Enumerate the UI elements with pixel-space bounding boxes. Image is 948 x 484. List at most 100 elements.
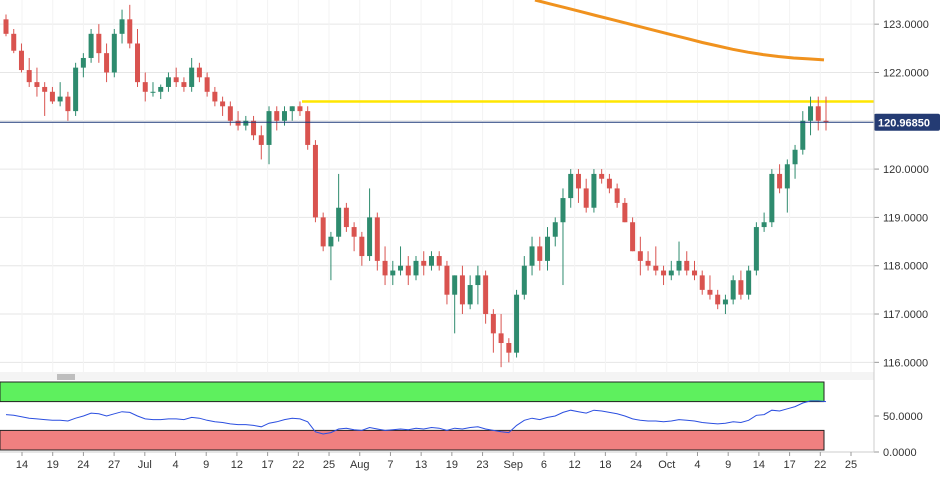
candle bbox=[529, 236, 535, 276]
rsi-tick-label: 0.0000 bbox=[883, 447, 917, 459]
candle bbox=[591, 169, 597, 213]
candle bbox=[815, 96, 821, 131]
time-tick-label: 27 bbox=[108, 459, 120, 471]
time-tick-label: 14 bbox=[753, 459, 765, 471]
time-tick-label: 24 bbox=[77, 459, 89, 471]
time-tick-label: 19 bbox=[446, 459, 458, 471]
candle-body bbox=[289, 106, 295, 112]
candle bbox=[390, 260, 396, 286]
time-tick-label: 12 bbox=[231, 459, 243, 471]
candle-body bbox=[57, 96, 63, 102]
time-tick-label: 24 bbox=[630, 459, 642, 471]
time-tick-label: Sep bbox=[503, 459, 523, 471]
candle bbox=[645, 251, 651, 271]
rsi-axis: 50.0000 0.0000 bbox=[874, 411, 923, 459]
candle-body bbox=[707, 289, 713, 295]
candle bbox=[777, 164, 783, 194]
candle bbox=[691, 260, 697, 281]
candle bbox=[119, 9, 125, 44]
candle bbox=[707, 275, 713, 300]
candle bbox=[312, 140, 318, 223]
candle bbox=[26, 57, 32, 87]
candle-body bbox=[320, 217, 326, 247]
candle-body bbox=[204, 77, 210, 92]
candle bbox=[413, 256, 419, 281]
time-tick-label: 17 bbox=[783, 459, 795, 471]
candle bbox=[165, 72, 171, 92]
candle bbox=[243, 115, 249, 131]
rsi-tick-label: 50.0000 bbox=[883, 411, 923, 423]
price-tick-label: 122.0000 bbox=[883, 67, 929, 79]
candle-body bbox=[800, 120, 806, 150]
candle bbox=[127, 4, 133, 49]
candle-body bbox=[490, 314, 496, 334]
candle bbox=[11, 28, 17, 54]
candle bbox=[320, 212, 326, 252]
candle bbox=[42, 82, 48, 116]
candle-body bbox=[560, 198, 566, 223]
time-axis: 14 19 24 27 Jul 4 9 12 17 22 25 Aug 7 13 19 23 Sep 6 12 18 2… bbox=[16, 452, 857, 471]
candle-body bbox=[281, 111, 287, 121]
candle bbox=[421, 251, 427, 276]
candle-body bbox=[405, 265, 411, 276]
candle-body bbox=[127, 19, 133, 44]
candle bbox=[521, 256, 527, 300]
time-tick-label: 9 bbox=[203, 459, 209, 471]
candle-body bbox=[96, 33, 102, 54]
candle bbox=[173, 67, 179, 87]
panel-divider[interactable] bbox=[0, 372, 874, 380]
candle-body bbox=[691, 270, 697, 276]
candle bbox=[823, 96, 829, 131]
candle bbox=[514, 289, 520, 358]
candle-body bbox=[328, 236, 334, 247]
candle-body bbox=[212, 91, 218, 102]
candle bbox=[746, 265, 752, 300]
candle-body bbox=[312, 144, 318, 218]
candle bbox=[80, 53, 86, 78]
candle-body bbox=[753, 227, 759, 271]
candle-body bbox=[467, 285, 473, 305]
candle-body bbox=[784, 164, 790, 189]
candle-body bbox=[545, 236, 551, 261]
candle bbox=[761, 212, 767, 232]
time-tick-label: 19 bbox=[47, 459, 59, 471]
candle-body bbox=[591, 173, 597, 208]
candle-body bbox=[568, 173, 574, 199]
candle-body bbox=[599, 173, 605, 179]
candle bbox=[297, 101, 303, 116]
candle bbox=[730, 275, 736, 305]
candle bbox=[630, 217, 636, 252]
candle-body bbox=[428, 256, 434, 266]
candle-body bbox=[459, 275, 465, 305]
price-tick-label: 120.0000 bbox=[883, 164, 929, 176]
candle bbox=[235, 111, 241, 131]
candle-body bbox=[738, 280, 744, 295]
candle bbox=[637, 236, 643, 276]
candle bbox=[88, 28, 94, 63]
current-price-tag: 120.96850 bbox=[874, 113, 940, 131]
candle-body bbox=[521, 265, 527, 295]
candle-body bbox=[622, 202, 628, 223]
panel-resize-handle[interactable] bbox=[57, 374, 75, 380]
candle-body bbox=[18, 50, 24, 71]
candle-body bbox=[722, 299, 728, 305]
candle bbox=[258, 125, 264, 160]
candle bbox=[251, 115, 257, 141]
time-tick-label: 4 bbox=[172, 459, 178, 471]
candle bbox=[135, 28, 141, 87]
candle bbox=[57, 82, 63, 107]
candle bbox=[753, 222, 759, 276]
time-tick-label: 22 bbox=[292, 459, 304, 471]
price-tick-label: 123.0000 bbox=[883, 19, 929, 31]
candle bbox=[104, 43, 110, 83]
candle-body bbox=[274, 111, 280, 121]
candle bbox=[96, 24, 102, 63]
candle-body bbox=[668, 270, 674, 276]
candle-body bbox=[436, 256, 442, 266]
candle-body bbox=[266, 111, 272, 145]
candle-body bbox=[227, 106, 233, 121]
candle bbox=[351, 222, 357, 252]
candle bbox=[614, 183, 620, 208]
candle bbox=[622, 198, 628, 223]
